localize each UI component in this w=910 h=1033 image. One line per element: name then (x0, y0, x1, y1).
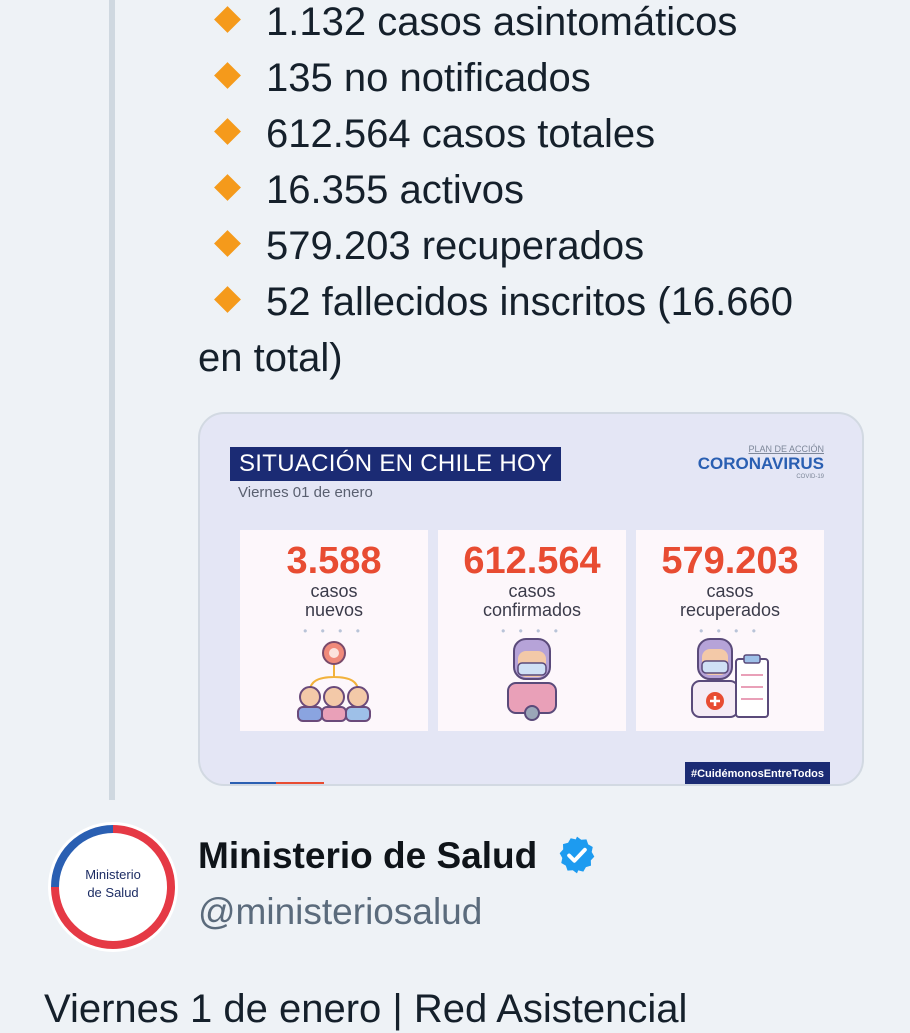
logo-sub-text: COVID-19 (796, 474, 824, 480)
bullet-text: 135 no notificados (266, 56, 591, 100)
flag-stripe-red (276, 782, 324, 784)
stat-box-recovered: 579.203 casos recuperados • • • • (636, 530, 824, 731)
bullet-text: 1.132 casos asintomáticos (266, 0, 738, 44)
stat-label: casos (310, 581, 358, 601)
infographic-image[interactable]: SITUACIÓN EN CHILE HOY Viernes 01 de ene… (198, 412, 864, 786)
bullet-item: 135 no notificados (198, 50, 878, 106)
infographic-title: SITUACIÓN EN CHILE HOY (230, 447, 562, 481)
orange-diamond-icon (214, 118, 241, 145)
logo-name-text: CORONAVIRUS (697, 454, 824, 473)
stat-box-new: 3.588 casos nuevos • • • • (240, 530, 428, 731)
bullet-text: 52 fallecidos inscritos (16.660 (266, 280, 793, 324)
dots-divider: • • • • (501, 624, 563, 638)
avatar[interactable]: Ministerio de Salud (48, 822, 178, 952)
bullet-item: 579.203 recuperados (198, 218, 878, 274)
avatar-ring-icon (51, 825, 176, 949)
account-handle[interactable]: @ministeriosalud (198, 891, 483, 932)
logo-plan-text: PLAN DE ACCIÓN (748, 444, 824, 454)
bullet-item: 52 fallecidos inscritos (16.660 (198, 274, 878, 330)
next-tweet-text: Viernes 1 de enero | Red Asistencial (44, 987, 688, 1031)
orange-diamond-icon (214, 174, 241, 201)
hashtag-banner: #CuidémonosEntreTodos (684, 762, 830, 784)
avatar-label: Ministerio de Salud (48, 866, 178, 902)
stat-number: 3.588 (286, 540, 382, 582)
dots-divider: • • • • (303, 624, 365, 638)
stats-boxes: 3.588 casos nuevos • • • • 612.564 casos… (240, 530, 828, 731)
infographic-date: Viernes 01 de enero (238, 484, 373, 501)
orange-diamond-icon (214, 6, 241, 33)
bullet-continuation: en total) (198, 336, 343, 380)
bullet-text: 579.203 recuperados (266, 224, 645, 268)
stat-label: casos (706, 581, 754, 601)
bullet-item: 612.564 casos totales (198, 106, 878, 162)
bullet-item: 1.132 casos asintomáticos (198, 0, 878, 50)
stat-number: 612.564 (463, 540, 601, 582)
orange-diamond-icon (214, 62, 241, 89)
coronavirus-plan-logo: PLAN DE ACCIÓN CORONAVIRUS COVID-19 (694, 444, 824, 484)
verified-badge-icon (559, 836, 594, 874)
dots-divider: • • • • (699, 624, 761, 638)
bullet-item: 16.355 activos (198, 162, 878, 218)
masked-person-virus-icon (507, 638, 557, 721)
group-people-virus-icon (297, 641, 371, 722)
thread-connector-line (109, 0, 115, 800)
stat-label: recuperados (679, 600, 781, 620)
orange-diamond-icon (214, 286, 241, 313)
stat-label: casos (508, 581, 556, 601)
flag-stripe-blue (230, 782, 276, 784)
doctor-clipboard-icon (691, 638, 769, 718)
stat-number: 579.203 (661, 540, 799, 582)
bullet-text: 612.564 casos totales (266, 112, 656, 156)
stat-label: confirmados (482, 600, 582, 620)
avatar-line: Ministerio (85, 867, 141, 882)
avatar-line: de Salud (87, 885, 139, 900)
orange-diamond-icon (214, 230, 241, 257)
bullet-text: 16.355 activos (266, 168, 524, 212)
stat-label: nuevos (304, 600, 364, 620)
account-name[interactable]: Ministerio de Salud (198, 832, 598, 880)
tweet-text: 1.132 casos asintomáticos 135 no notific… (198, 0, 878, 386)
stat-box-confirmed: 612.564 casos confirmados • • • • (438, 530, 626, 731)
account-name-text: Ministerio de Salud (198, 835, 538, 876)
